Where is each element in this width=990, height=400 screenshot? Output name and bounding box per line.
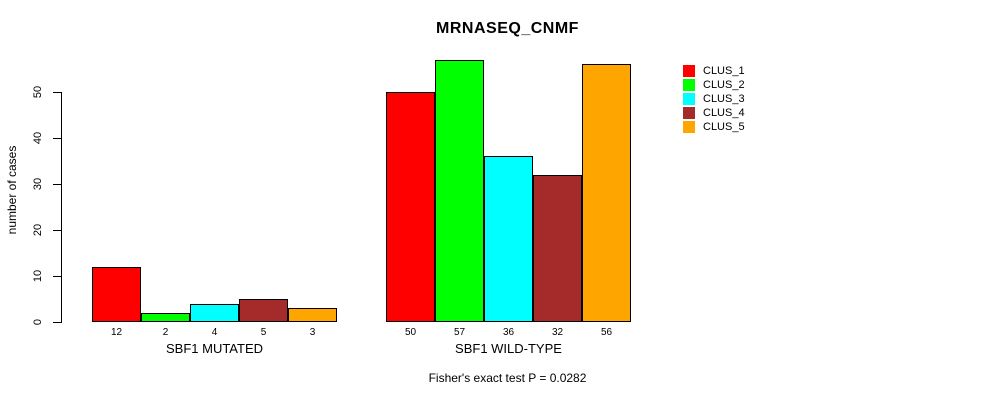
legend-item: CLUS_3 xyxy=(683,92,745,106)
fisher-test-annotation: Fisher's exact test P = 0.0282 xyxy=(428,371,587,385)
bar-clus_3-group2 xyxy=(484,156,533,322)
legend-color-swatch xyxy=(683,107,695,119)
legend-color-swatch xyxy=(683,93,695,105)
legend-item: CLUS_5 xyxy=(683,120,745,134)
x-group-label: SBF1 MUTATED xyxy=(165,341,264,356)
y-axis-tick-label: 40 xyxy=(32,131,44,145)
legend-item: CLUS_4 xyxy=(683,106,745,120)
bar-value-label: 4 xyxy=(211,327,218,338)
y-axis-tick xyxy=(53,184,61,185)
y-axis-tick xyxy=(53,92,61,93)
y-axis-tick xyxy=(53,138,61,139)
legend-label: CLUS_1 xyxy=(703,65,745,77)
legend-item: CLUS_1 xyxy=(683,64,745,78)
bar-clus_2-group2 xyxy=(435,60,484,322)
bar-value-label: 50 xyxy=(404,327,417,338)
bar-clus_1-group1 xyxy=(92,267,141,322)
y-axis-tick-label: 50 xyxy=(32,85,44,99)
bar-value-label: 12 xyxy=(110,327,123,338)
bar-clus_3-group1 xyxy=(190,304,239,322)
bar-clus_4-group2 xyxy=(533,175,582,322)
legend-item: CLUS_2 xyxy=(683,78,745,92)
legend-label: CLUS_5 xyxy=(703,121,745,133)
y-axis-tick-label: 30 xyxy=(32,177,44,191)
legend-color-swatch xyxy=(683,65,695,77)
bar-clus_1-group2 xyxy=(386,92,435,322)
y-axis-tick xyxy=(53,322,61,323)
bar-clus_2-group1 xyxy=(141,313,190,322)
legend-label: CLUS_2 xyxy=(703,79,745,91)
bar-value-label: 56 xyxy=(600,327,613,338)
y-axis-tick xyxy=(53,230,61,231)
bar-value-label: 36 xyxy=(502,327,515,338)
bar-value-label: 2 xyxy=(162,327,169,338)
legend-color-swatch xyxy=(683,121,695,133)
y-axis-line xyxy=(61,92,62,323)
chart-title: MRNASEQ_CNMF xyxy=(436,20,579,37)
x-group-label: SBF1 WILD-TYPE xyxy=(455,341,562,356)
bar-clus_5-group2 xyxy=(582,64,631,322)
bar-value-label: 32 xyxy=(551,327,564,338)
bar-value-label: 5 xyxy=(260,327,267,338)
y-axis-tick xyxy=(53,276,61,277)
bar-value-label: 3 xyxy=(309,327,316,338)
y-axis-label: number of cases xyxy=(5,145,19,235)
bar-clus_5-group1 xyxy=(288,308,337,322)
bar-value-label: 57 xyxy=(453,327,466,338)
legend-color-swatch xyxy=(683,79,695,91)
y-axis-tick-label: 20 xyxy=(32,223,44,237)
bar-clus_4-group1 xyxy=(239,299,288,322)
y-axis-tick-label: 0 xyxy=(32,318,44,326)
legend-label: CLUS_4 xyxy=(703,107,745,119)
y-axis-tick-label: 10 xyxy=(32,269,44,283)
legend-label: CLUS_3 xyxy=(703,93,745,105)
